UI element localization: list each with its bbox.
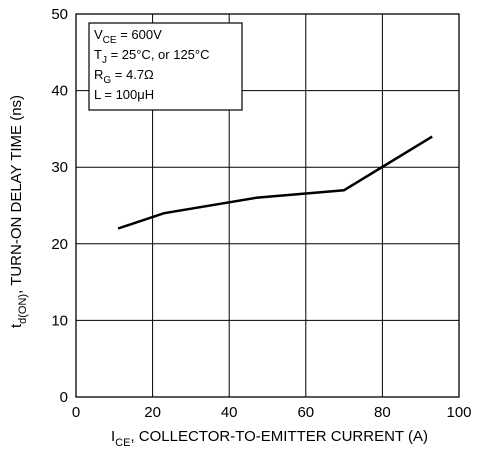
- conditions-box-frame: [88, 22, 243, 111]
- y-tick-label: 0: [60, 389, 68, 406]
- x-tick-label: 0: [72, 404, 80, 421]
- plot-area: [75, 13, 460, 398]
- y-tick-label: 10: [51, 312, 68, 329]
- tick-labels: 0 20 40 60 80 100 0 10 20 30 40 50: [51, 6, 471, 421]
- series-line: [117, 135, 433, 230]
- x-tick-label: 100: [446, 404, 471, 421]
- conditions-box: VCE = 600V TJ = 25°C, or 125°C RG = 4.7Ω…: [88, 22, 243, 111]
- y-tick-label: 50: [51, 6, 68, 23]
- y-axis-title: td(ON), TURN-ON DELAY TIME (ns): [8, 95, 29, 328]
- condition-rg: RG = 4.7Ω: [94, 67, 154, 86]
- condition-tj: TJ = 25°C, or 125°C: [94, 47, 210, 66]
- x-tick-label: 20: [144, 404, 161, 421]
- x-axis-title: ICE, COLLECTOR-TO-EMITTER CURRENT (A): [111, 428, 428, 449]
- y-tick-label: 20: [51, 236, 68, 253]
- x-tick-label: 40: [221, 404, 238, 421]
- y-tick-label: 40: [51, 83, 68, 100]
- x-tick-label: 80: [374, 404, 391, 421]
- y-tick-label: 30: [51, 159, 68, 176]
- condition-vce: VCE = 600V: [94, 27, 162, 46]
- x-tick-label: 60: [297, 404, 314, 421]
- condition-l: L = 100μH: [94, 87, 154, 102]
